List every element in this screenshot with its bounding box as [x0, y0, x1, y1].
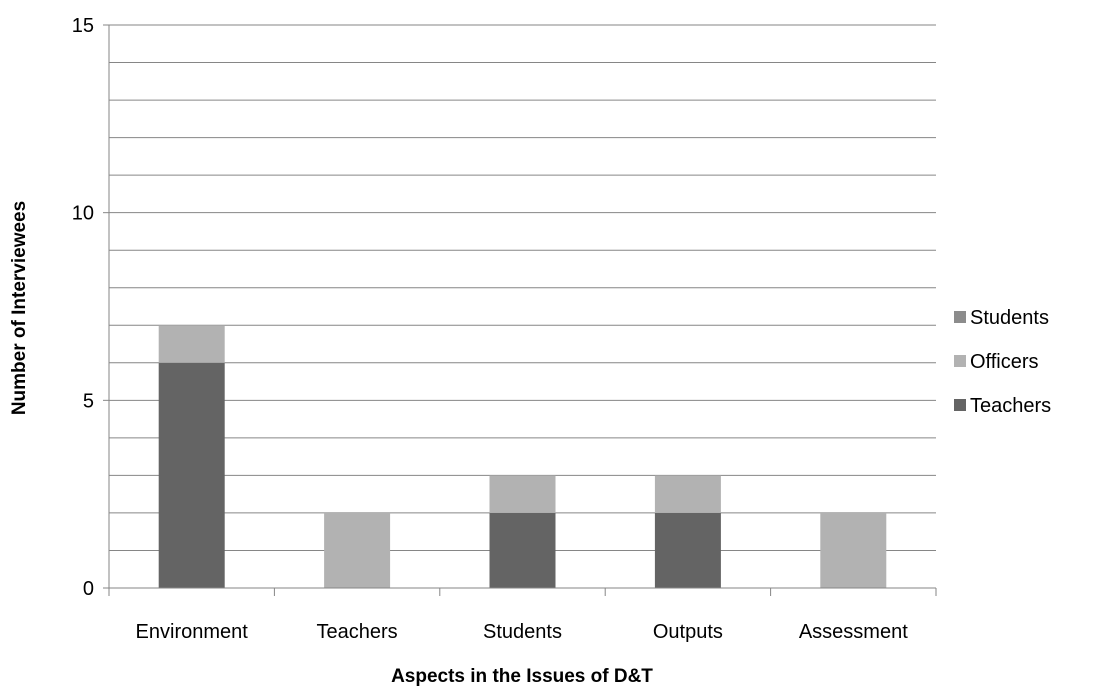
y-tick-label: 10 [72, 203, 94, 225]
bar-officers-environment [158, 325, 225, 363]
legend-label-teachers: Teachers [970, 395, 1051, 417]
bar-teachers-outputs [654, 512, 721, 588]
legend-label-students: Students [970, 307, 1049, 329]
bar-teachers-environment [158, 362, 225, 588]
y-tick-label: 0 [83, 578, 94, 600]
x-tick-label: Environment [136, 621, 249, 643]
bar-officers-students [489, 475, 556, 513]
legend: Students Officers Teachers [954, 307, 1051, 417]
gridlines [109, 24, 936, 551]
axes [103, 24, 937, 596]
x-axis-title: Aspects in the Issues of D&T [391, 666, 653, 687]
bar-officers-outputs [654, 475, 721, 513]
x-tick-label: Students [483, 621, 562, 643]
bar-teachers-students [489, 512, 556, 588]
y-tick-label: 15 [72, 15, 94, 37]
legend-swatch-teachers [954, 399, 966, 411]
x-tick-label: Assessment [799, 621, 908, 643]
bar-officers-assessment [820, 512, 887, 588]
legend-label-officers: Officers [970, 351, 1039, 373]
y-axis-title: Number of Interviewees [9, 201, 30, 415]
x-tick-labels: Environment Teachers Students Outputs Assess… [136, 621, 909, 643]
x-tick-label: Teachers [317, 621, 398, 643]
y-tick-labels: 0 5 10 15 [72, 15, 94, 600]
x-tick-label: Outputs [653, 621, 723, 643]
y-tick-label: 5 [83, 390, 94, 412]
bars [158, 325, 887, 588]
legend-swatch-students [954, 311, 966, 323]
legend-swatch-officers [954, 355, 966, 367]
bar-officers-teachers [324, 512, 391, 588]
